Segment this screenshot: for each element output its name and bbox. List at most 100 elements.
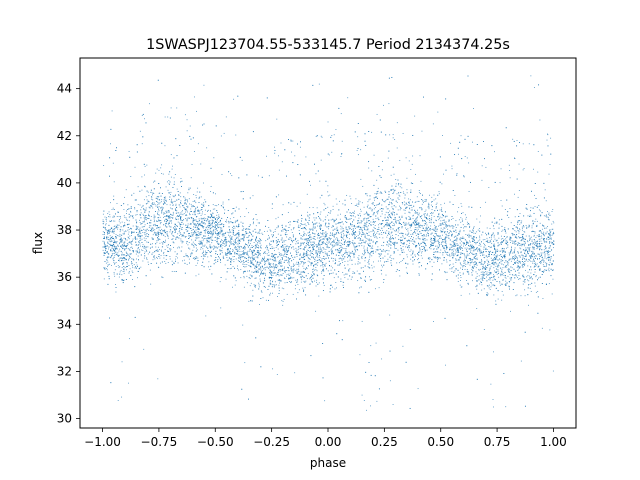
data-point <box>471 141 473 143</box>
data-point <box>117 227 119 229</box>
data-point <box>354 210 355 212</box>
data-point <box>498 223 500 225</box>
data-point <box>303 261 304 263</box>
data-point <box>433 199 435 201</box>
data-point <box>107 256 109 258</box>
data-point <box>107 251 108 252</box>
data-point <box>417 254 419 255</box>
data-point <box>157 183 159 185</box>
data-point <box>447 228 449 230</box>
data-point <box>525 259 527 261</box>
data-point <box>279 279 281 280</box>
data-point <box>552 247 554 249</box>
data-point <box>246 264 248 266</box>
data-point <box>186 119 188 121</box>
data-point <box>393 222 395 224</box>
data-point <box>135 225 137 227</box>
data-point <box>111 254 113 256</box>
data-point <box>450 142 452 144</box>
data-point <box>288 249 290 251</box>
data-point <box>525 269 526 271</box>
data-point <box>341 140 343 142</box>
data-point <box>358 220 360 222</box>
data-point <box>165 258 167 260</box>
data-point <box>481 165 483 167</box>
data-point <box>307 257 309 258</box>
data-point <box>493 236 495 238</box>
data-point <box>185 209 187 211</box>
data-point <box>234 244 235 246</box>
data-point <box>203 245 205 247</box>
data-point <box>124 267 126 269</box>
data-point <box>304 247 305 249</box>
data-point <box>335 233 337 235</box>
data-point <box>507 263 508 265</box>
data-point <box>502 283 504 285</box>
data-point <box>379 233 381 235</box>
data-point <box>114 225 116 227</box>
data-point <box>440 220 442 222</box>
data-point <box>260 244 262 246</box>
data-point <box>458 260 460 262</box>
data-point <box>297 221 299 223</box>
data-point <box>514 252 515 254</box>
data-point <box>158 220 160 221</box>
data-point <box>107 252 109 254</box>
data-point <box>414 229 416 231</box>
data-point <box>277 271 279 273</box>
data-point <box>216 217 218 219</box>
data-point <box>168 225 170 227</box>
data-point <box>382 249 384 251</box>
data-point <box>444 241 446 243</box>
data-point <box>252 219 254 221</box>
data-point <box>468 235 470 237</box>
data-point <box>348 251 350 253</box>
data-point <box>191 243 193 245</box>
data-point <box>395 183 397 185</box>
data-point <box>532 220 534 222</box>
data-point <box>479 255 481 257</box>
data-point <box>169 226 171 228</box>
data-point <box>284 244 286 246</box>
data-point <box>123 245 125 247</box>
data-point <box>384 190 386 192</box>
data-point <box>488 271 490 273</box>
data-point <box>494 258 496 260</box>
data-point <box>386 198 388 200</box>
data-point <box>274 263 276 265</box>
data-point <box>210 186 212 187</box>
data-point <box>482 273 484 275</box>
data-point <box>320 224 322 226</box>
data-point <box>189 210 191 212</box>
data-point <box>145 246 147 248</box>
data-point <box>145 196 147 198</box>
data-point <box>534 285 536 287</box>
data-point <box>200 256 202 257</box>
data-point <box>348 270 350 272</box>
data-point <box>128 238 130 240</box>
data-point <box>317 232 319 234</box>
data-point <box>136 227 138 229</box>
data-point <box>413 222 415 224</box>
data-point <box>125 251 127 253</box>
data-point <box>468 258 470 260</box>
data-point <box>319 217 321 219</box>
data-point <box>343 238 345 240</box>
data-point <box>455 251 457 253</box>
data-point <box>224 237 226 239</box>
data-point <box>524 279 526 281</box>
data-point <box>504 262 506 264</box>
data-point <box>278 282 280 284</box>
data-point <box>369 240 371 242</box>
data-point <box>537 247 539 249</box>
data-point <box>202 227 204 229</box>
data-point <box>546 262 548 264</box>
data-point <box>365 223 367 225</box>
data-point <box>168 180 170 181</box>
data-point <box>395 206 397 208</box>
data-point <box>252 272 254 273</box>
data-point <box>331 250 333 252</box>
data-point <box>121 246 123 248</box>
data-point <box>319 241 321 243</box>
data-point <box>199 224 201 225</box>
